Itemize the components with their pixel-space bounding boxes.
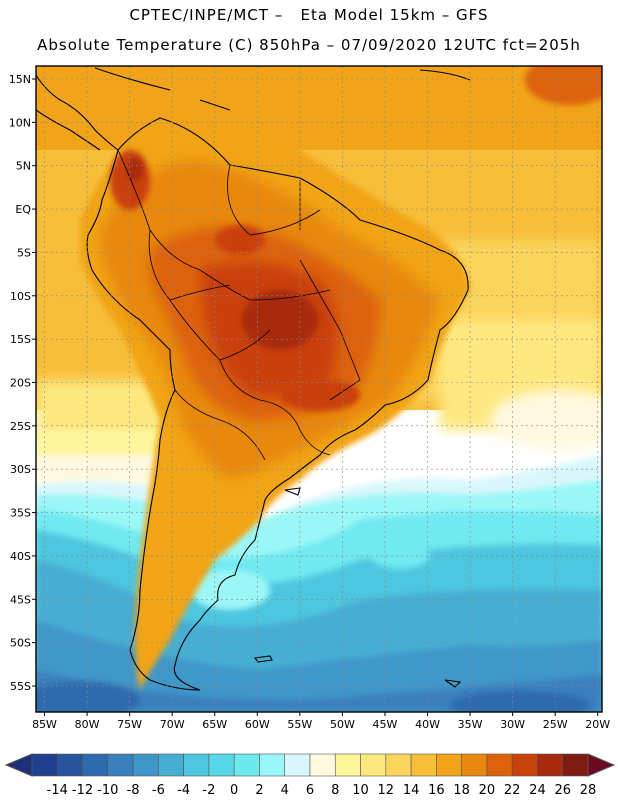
latitude-label: 15N xyxy=(9,73,31,86)
temperature-field xyxy=(36,66,602,712)
legend-label: 28 xyxy=(580,783,597,798)
longitude-labels: 85W 80W 75W 70W 65W 60W 55W 50W 45W 40W 35W 30W 25W 2… xyxy=(32,712,610,731)
legend-swatch xyxy=(511,753,538,777)
legend-low-arrow xyxy=(4,753,33,777)
longitude-label: 40W xyxy=(415,718,440,731)
legend-swatch xyxy=(132,753,159,777)
color-legend: -14 -12 -10 -8 -6 -4 -2 0 2 4 6 8 10 12 14 16 18 20 22 24 26… xyxy=(4,753,616,798)
longitude-label: 60W xyxy=(245,718,270,731)
longitude-label: 65W xyxy=(202,718,227,731)
legend-label: 14 xyxy=(403,783,420,798)
legend-swatch xyxy=(107,753,134,777)
longitude-label: 35W xyxy=(458,718,483,731)
longitude-label: 55W xyxy=(287,718,312,731)
latitude-label: 10N xyxy=(9,116,31,129)
legend-swatch xyxy=(461,753,488,777)
longitude-label: 50W xyxy=(330,718,355,731)
latitude-label: 45S xyxy=(10,593,31,606)
longitude-label: 30W xyxy=(500,718,525,731)
map-frame xyxy=(35,65,603,713)
coastline xyxy=(36,67,471,691)
legend-label: -2 xyxy=(202,783,215,798)
legend-swatch xyxy=(208,753,235,777)
legend-label: 22 xyxy=(504,783,521,798)
country-borders xyxy=(117,149,361,461)
legend-swatch xyxy=(309,753,336,777)
longitude-label: 70W xyxy=(160,718,185,731)
legend-label: 26 xyxy=(554,783,571,798)
latitude-label: 20S xyxy=(10,376,31,389)
latitude-label: 50S xyxy=(10,637,31,650)
latitude-label: 5N xyxy=(16,160,31,173)
legend-colorbar xyxy=(4,753,616,777)
temperature-map: 15N 10N 5N EQ 5S 10S 15S 20S 25S 30S 35S 40S 45S 50S 5… xyxy=(9,65,610,731)
longitude-label: 85W xyxy=(32,718,57,731)
legend-swatch xyxy=(56,753,83,777)
legend-label: 8 xyxy=(331,783,339,798)
latitude-label: 55S xyxy=(10,680,31,693)
legend-label: 4 xyxy=(281,783,289,798)
latitude-label: EQ xyxy=(15,203,31,216)
longitude-label: 20W xyxy=(585,718,610,731)
legend-label: 6 xyxy=(306,783,314,798)
legend-label: -8 xyxy=(127,783,140,798)
legend-label: 0 xyxy=(230,783,238,798)
legend-label: 10 xyxy=(352,783,369,798)
latitude-labels: 15N 10N 5N EQ 5S 10S 15S 20S 25S 30S 35S 40S 45S 50S 5… xyxy=(9,73,36,693)
longitude-label: 75W xyxy=(117,718,142,731)
longitude-label: 25W xyxy=(543,718,568,731)
legend-label: -14 xyxy=(47,783,68,798)
legend-label: -6 xyxy=(152,783,165,798)
legend-swatch xyxy=(284,753,311,777)
legend-label: -4 xyxy=(177,783,190,798)
legend-swatch xyxy=(562,753,589,777)
legend-high-arrow xyxy=(587,753,616,777)
longitude-label: 80W xyxy=(75,718,100,731)
legend-swatch xyxy=(486,753,513,777)
south-america-outline xyxy=(86,117,469,691)
latitude-label: 10S xyxy=(10,290,31,303)
longitude-label: 45W xyxy=(373,718,398,731)
map-subtitle: Absolute Temperature (C) 850hPa – 07/09/… xyxy=(37,36,581,54)
latitude-label: 40S xyxy=(10,550,31,563)
latitude-label: 25S xyxy=(10,420,31,433)
legend-swatch xyxy=(537,753,564,777)
legend-swatch xyxy=(259,753,286,777)
legend-label: 12 xyxy=(378,783,395,798)
legend-label: 16 xyxy=(428,783,445,798)
latitude-label: 15S xyxy=(10,333,31,346)
legend-swatch xyxy=(436,753,462,777)
legend-swatch xyxy=(360,753,387,777)
legend-swatch xyxy=(334,753,361,777)
legend-swatch xyxy=(410,753,437,777)
legend-label: 2 xyxy=(255,783,263,798)
legend-labels: -14 -12 -10 -8 -6 -4 -2 0 2 4 6 8 10 12 14 16 18 20 22 24 26… xyxy=(47,783,597,798)
legend-swatch xyxy=(233,753,260,777)
legend-label: -10 xyxy=(97,783,118,798)
legend-swatch xyxy=(183,753,210,777)
latitude-label: 30S xyxy=(10,463,31,476)
legend-label: 18 xyxy=(453,783,470,798)
legend-swatch xyxy=(31,753,58,777)
legend-swatch xyxy=(82,753,109,777)
legend-label: -12 xyxy=(72,783,93,798)
legend-label: 24 xyxy=(529,783,546,798)
graticule xyxy=(36,66,602,712)
central-america-outline xyxy=(36,74,119,151)
legend-swatch xyxy=(158,753,184,777)
map-title: CPTEC/INPE/MCT – Eta Model 15km – GFS xyxy=(129,6,489,24)
latitude-label: 35S xyxy=(10,507,31,520)
legend-label: 20 xyxy=(479,783,496,798)
latitude-label: 5S xyxy=(17,246,31,259)
legend-swatch xyxy=(385,753,412,777)
